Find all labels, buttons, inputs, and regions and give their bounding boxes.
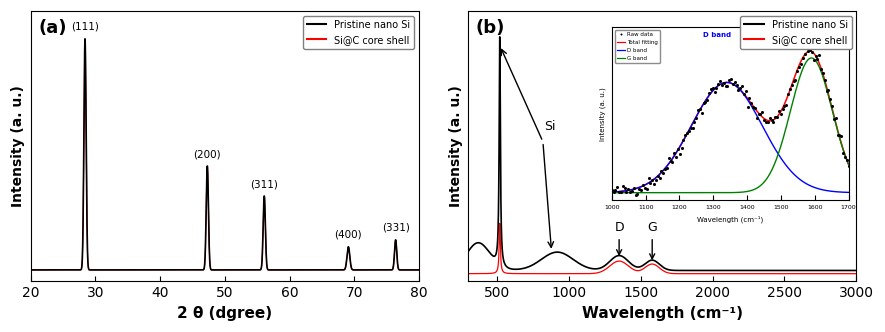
Text: (331): (331) — [381, 223, 410, 233]
X-axis label: Wavelength (cm⁻¹): Wavelength (cm⁻¹) — [581, 306, 743, 321]
Text: (a): (a) — [38, 19, 67, 37]
Text: (b): (b) — [476, 19, 505, 37]
Text: (311): (311) — [250, 179, 278, 189]
Text: D: D — [614, 221, 624, 255]
Legend: Pristine nano Si, Si@C core shell: Pristine nano Si, Si@C core shell — [303, 16, 414, 48]
X-axis label: 2 θ (dgree): 2 θ (dgree) — [177, 306, 273, 321]
Text: (400): (400) — [335, 230, 362, 240]
Text: (200): (200) — [194, 149, 221, 159]
Text: G: G — [647, 221, 657, 259]
Y-axis label: Intensity (a. u.): Intensity (a. u.) — [12, 85, 25, 207]
Text: (111): (111) — [71, 22, 99, 32]
Legend: Pristine nano Si, Si@C core shell: Pristine nano Si, Si@C core shell — [741, 16, 851, 48]
Y-axis label: Intensity (a. u.): Intensity (a. u.) — [449, 85, 463, 207]
Text: Si: Si — [544, 120, 556, 132]
